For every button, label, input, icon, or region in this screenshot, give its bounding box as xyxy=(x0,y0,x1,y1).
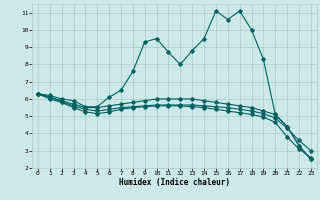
X-axis label: Humidex (Indice chaleur): Humidex (Indice chaleur) xyxy=(119,178,230,187)
